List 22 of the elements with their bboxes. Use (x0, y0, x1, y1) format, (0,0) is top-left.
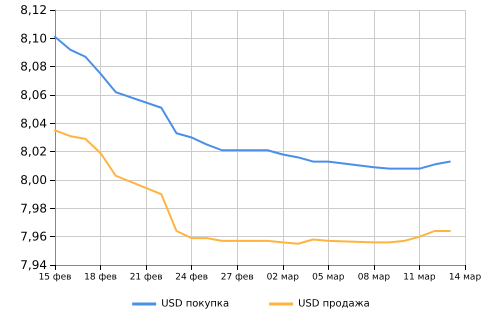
y-tick-label: 8,04 (20, 116, 47, 130)
y-tick-label: 8,08 (20, 60, 47, 74)
x-tick-label: 02 мар (266, 272, 300, 282)
x-tick-label: 24 фев (175, 272, 208, 282)
y-tick-label: 7,98 (20, 201, 47, 216)
y-tick-label: 8,06 (20, 88, 47, 102)
y-tick-label: 8,00 (20, 173, 47, 187)
y-tick-label: 8,12 (20, 3, 47, 17)
x-tick-label: 27 фев (220, 272, 254, 282)
x-tick-label: 11 мар (403, 272, 436, 282)
legend-label: USD покупка (161, 298, 230, 310)
x-tick-label: 18 фев (84, 272, 117, 282)
y-tick-label: 8,10 (20, 31, 47, 46)
legend-label: USD продажа (298, 298, 370, 310)
x-tick-label: 15 фев (38, 272, 72, 282)
x-tick-label: 08 мар (358, 272, 390, 282)
x-tick-label: 14 мар (448, 272, 482, 282)
x-tick-label: 05 мар (312, 272, 345, 282)
y-tick-label: 7,96 (20, 230, 47, 244)
x-tick-label: 21 фев (130, 272, 163, 282)
y-tick-label: 8,02 (20, 144, 47, 159)
y-tick-label: 7,94 (20, 258, 47, 272)
